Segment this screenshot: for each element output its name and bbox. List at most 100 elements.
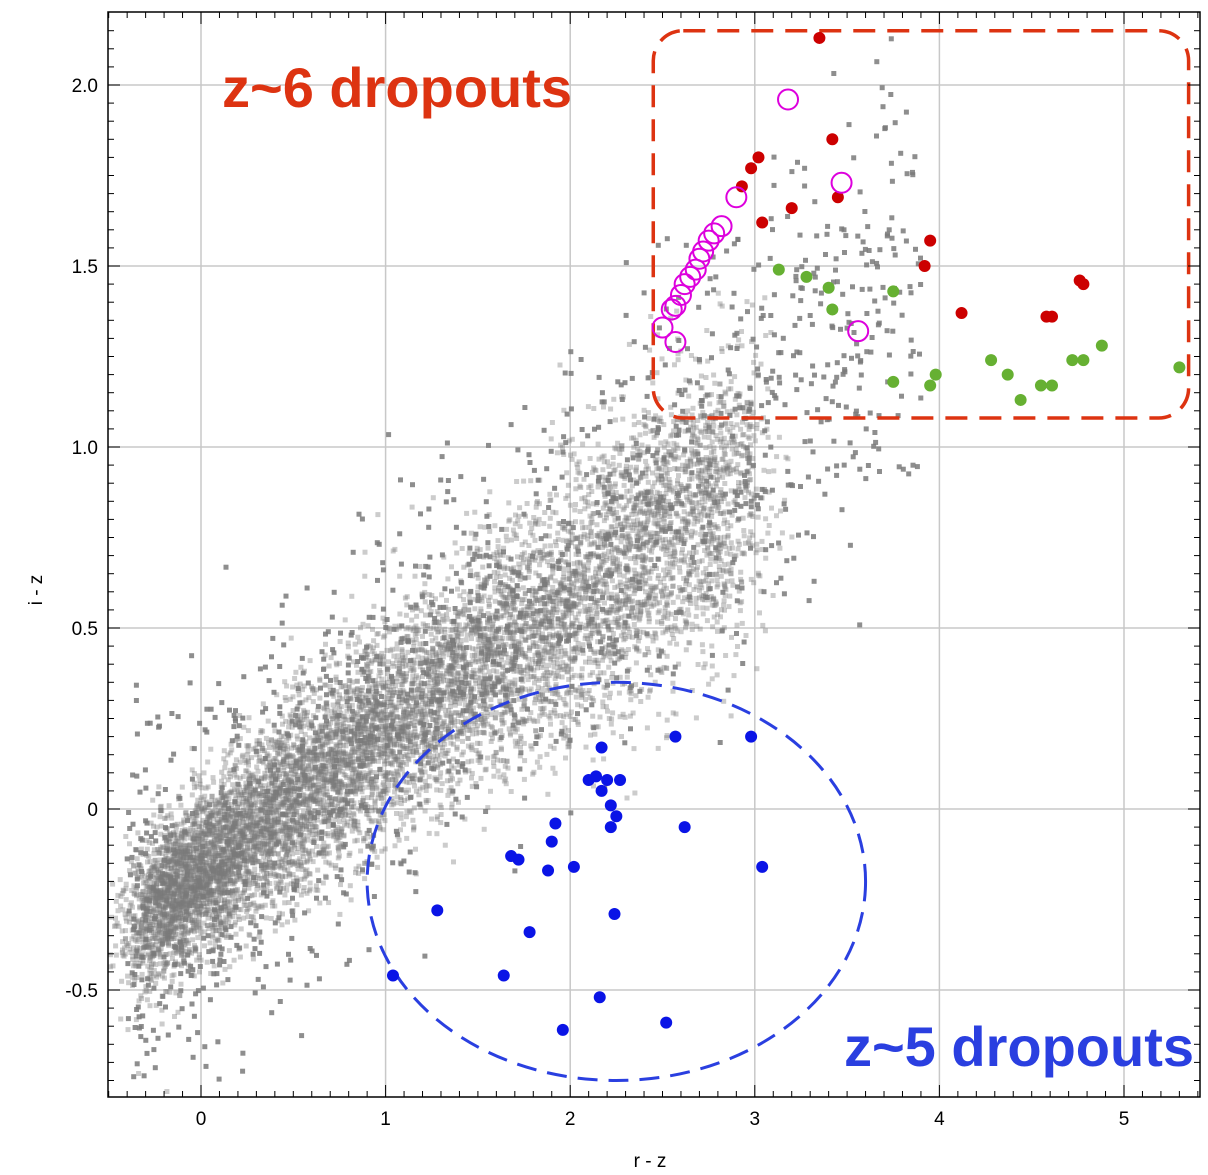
background-point [607, 566, 613, 572]
background-point [221, 900, 227, 906]
background-point [491, 763, 497, 769]
background-point [349, 784, 355, 790]
background-point [430, 687, 436, 693]
background-point [593, 582, 598, 588]
background-point [226, 842, 232, 848]
background-point [337, 793, 343, 799]
background-point [391, 742, 397, 748]
background-point [445, 645, 451, 651]
background-point [541, 585, 547, 591]
background-point [630, 604, 636, 610]
background-point [479, 598, 485, 604]
background-point [141, 899, 146, 905]
background-point [282, 858, 288, 864]
background-point [221, 874, 227, 880]
background-point [210, 928, 216, 934]
background-point [397, 611, 403, 617]
background-point [650, 484, 656, 490]
background-point [706, 523, 712, 528]
background-point [329, 798, 335, 804]
background-point [369, 819, 375, 825]
background-point [724, 569, 730, 575]
background-point [722, 509, 728, 515]
background-point [289, 768, 294, 773]
background-point [363, 753, 369, 759]
background-point [318, 805, 324, 810]
background-point [706, 681, 712, 687]
background-point [153, 890, 159, 896]
background-point [724, 520, 730, 526]
background-point [426, 688, 432, 694]
background-point [320, 777, 326, 783]
background-point [242, 784, 248, 790]
background-point [196, 863, 202, 869]
background-point [707, 551, 713, 557]
background-point [484, 681, 490, 687]
background-point [492, 636, 498, 642]
background-point [489, 629, 495, 635]
background-point [450, 682, 456, 688]
background-point [175, 887, 181, 893]
background-point [234, 787, 240, 793]
background-point [680, 587, 686, 593]
background-point [209, 793, 215, 799]
background-point [275, 742, 281, 748]
background-point [229, 820, 234, 825]
background-point [271, 798, 277, 804]
background-point [615, 566, 621, 572]
background-point [156, 896, 162, 902]
background-point [307, 871, 313, 877]
background-point [524, 565, 530, 571]
background-point [220, 980, 226, 986]
background-point [264, 826, 270, 832]
background-point [351, 783, 357, 789]
background-point [118, 1016, 124, 1022]
background-point [699, 456, 705, 462]
background-point [648, 672, 654, 678]
background-point [498, 728, 504, 734]
background-point [214, 829, 220, 835]
background-point [197, 894, 203, 900]
background-point [380, 738, 386, 743]
background-point [572, 593, 578, 598]
background-point [223, 817, 229, 823]
background-point [178, 884, 184, 890]
background-point [207, 862, 213, 868]
background-point [572, 687, 578, 693]
background-point [410, 681, 416, 687]
background-point [381, 788, 387, 794]
background-point [667, 554, 673, 560]
background-point [286, 818, 292, 824]
background-point [154, 868, 160, 874]
background-point [553, 564, 559, 570]
background-point [610, 671, 616, 676]
background-point [258, 808, 264, 814]
background-point [652, 511, 658, 517]
background-point [704, 618, 710, 624]
background-point [293, 781, 299, 786]
background-point [623, 597, 629, 603]
background-point [456, 670, 462, 676]
background-point [207, 898, 213, 904]
background-point [587, 622, 592, 628]
background-point [410, 817, 416, 823]
background-point [751, 495, 757, 501]
background-point [264, 871, 270, 876]
background-point [691, 521, 697, 527]
background-point [289, 808, 295, 814]
background-point [609, 607, 615, 613]
background-point [502, 651, 508, 657]
background-point [263, 795, 269, 800]
background-point [160, 871, 165, 877]
background-point [553, 543, 559, 549]
background-point [661, 567, 667, 573]
background-point [335, 845, 341, 850]
background-point [683, 485, 689, 491]
background-point [707, 506, 713, 512]
background-point [291, 741, 297, 747]
background-point [524, 501, 530, 506]
background-point [748, 477, 754, 483]
background-point [165, 846, 171, 852]
background-point [753, 352, 759, 358]
background-point [282, 802, 288, 808]
